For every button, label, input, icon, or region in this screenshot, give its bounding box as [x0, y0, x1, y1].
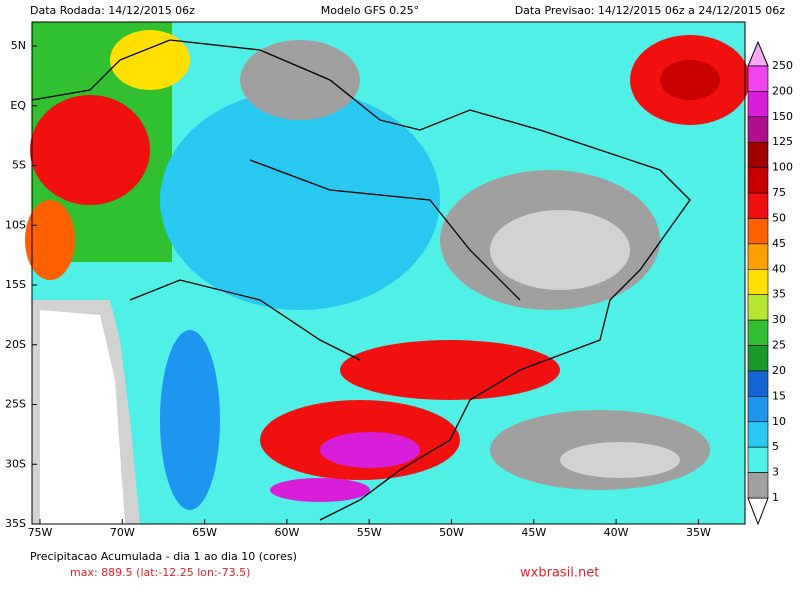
colorbar-band [747, 65, 769, 92]
longitude-label: 55W [357, 526, 382, 539]
latitude-label: 15S [5, 278, 26, 291]
colorbar-label: 250 [772, 59, 793, 72]
longitude-label: 65W [192, 526, 217, 539]
colorbar-band [747, 472, 769, 499]
latitude-label: 25S [5, 398, 26, 411]
colorbar-band [747, 218, 769, 245]
colorbar-label: 3 [772, 466, 779, 479]
colorbar-label: 10 [772, 415, 786, 428]
colorbar-band [747, 91, 769, 118]
longitude-label: 70W [110, 526, 135, 539]
latitude-label: 5N [11, 39, 26, 52]
longitude-label: 45W [521, 526, 546, 539]
map [25, 21, 750, 525]
colorbar-bottom [747, 497, 769, 526]
colorbar-band [747, 192, 769, 219]
colorbar-label: 100 [772, 161, 793, 174]
colorbar-band [747, 370, 769, 397]
colorbar-band [747, 345, 769, 372]
colorbar-label: 1 [772, 491, 779, 504]
footer-site: wxbrasil.net [520, 566, 599, 581]
colorbar-label: 35 [772, 288, 786, 301]
colorbar-label: 45 [772, 237, 786, 250]
longitude-label: 35W [686, 526, 711, 539]
latitude-label: 10S [5, 218, 26, 231]
colorbar-label: 15 [772, 389, 786, 402]
colorbar-band [747, 141, 769, 168]
latitude-labels: 5N EQ 5S 10S 15S 20S 25S 30S 35S [5, 39, 37, 530]
colorbar-label: 20 [772, 364, 786, 377]
footer-title: Precipitacao Acumulada - dia 1 ao dia 10… [30, 550, 297, 563]
colorbar-label: 25 [772, 339, 786, 352]
colorbar-band [747, 396, 769, 423]
longitude-label: 75W [28, 526, 53, 539]
colorbar-label: 50 [772, 211, 786, 224]
colorbar-band [747, 294, 769, 321]
latitude-label: 20S [5, 338, 26, 351]
colorbar-label: 75 [772, 186, 786, 199]
latitude-label: 30S [5, 457, 26, 470]
run-date: Data Rodada: 14/12/2015 06z [30, 4, 195, 17]
longitude-labels: 75W 70W 65W 60W 55W 50W 45W 40W 35W [28, 519, 711, 539]
longitude-label: 40W [604, 526, 629, 539]
colorbar-band [747, 268, 769, 296]
colorbar-band [747, 167, 769, 194]
latitude-label: EQ [10, 99, 26, 112]
footer-max: max: 889.5 (lat:-12.25 lon:-73.5) [70, 566, 250, 579]
colorbar-top [747, 40, 769, 67]
forecast-period: Data Previsao: 14/12/2015 06z a 24/12/20… [515, 4, 786, 17]
colorbar-label: 125 [772, 135, 793, 148]
colorbar-band [747, 446, 769, 473]
colorbar: 250 200 150 125 100 75 50 45 40 35 30 25 20 15 10 5 3 1 [747, 59, 793, 504]
colorbar-label: 40 [772, 262, 786, 275]
latitude-label: 5S [12, 159, 26, 172]
colorbar-band [747, 243, 769, 270]
colorbar-label: 150 [772, 110, 793, 123]
colorbar-label: 30 [772, 313, 786, 326]
longitude-label: 50W [439, 526, 464, 539]
colorbar-label: 200 [772, 84, 793, 97]
model-name: Modelo GFS 0.25° [321, 4, 419, 17]
longitude-label: 60W [274, 526, 299, 539]
colorbar-band [747, 421, 769, 448]
colorbar-label: 5 [772, 440, 779, 453]
colorbar-band [747, 319, 769, 346]
latitude-label: 35S [5, 517, 26, 530]
colorbar-band [747, 116, 769, 143]
